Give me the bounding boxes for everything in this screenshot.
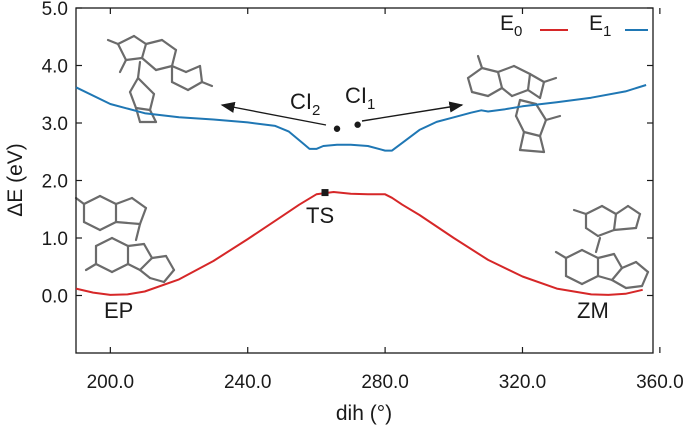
ep-label: EP [104,298,133,323]
y-tick-label: 0.0 [42,287,68,308]
x-tick-label: 360.0 [636,372,684,393]
y-tick-label: 2.0 [42,172,68,193]
x-tick-label: 320.0 [499,372,547,393]
ci1-label: CI1 [345,83,375,113]
curve-e0 [75,191,643,296]
molecule-icon-ci2 [106,34,214,124]
ci2-label: CI2 [290,89,320,119]
molecule-icon-ci1 [466,54,562,154]
x-axis-label: dih (°) [336,402,392,425]
x-tick-label: 200.0 [87,372,135,393]
x-tick-label: 280.0 [361,372,409,393]
ts-marker [321,189,329,197]
legend-label-e1: E1 [589,12,611,40]
ci2-marker [333,125,341,132]
curve-e1 [75,84,647,152]
x-tick-label: 240.0 [224,372,272,393]
axis-ticks: 200.0 240.0 280.0 320.0 360.0 0.0 1.0 2.0 3.0 4.0… [42,0,684,393]
molecule-icon-ep [74,194,176,284]
legend-label-e0: E0 [500,12,522,40]
y-tick-label: 5.0 [42,0,68,20]
legend: E0 E1 [500,12,648,40]
zm-label: ZM [577,298,609,323]
y-tick-label: 4.0 [42,57,68,78]
ci2-arrow [220,101,327,126]
y-axis-label: ΔE (eV) [4,143,27,217]
ci1-arrow [361,101,464,122]
y-tick-label: 1.0 [42,229,68,250]
molecule-icon-zm [554,204,650,290]
ci1-marker [354,121,361,128]
y-tick-label: 3.0 [42,114,68,135]
ts-label: TS [306,203,334,228]
